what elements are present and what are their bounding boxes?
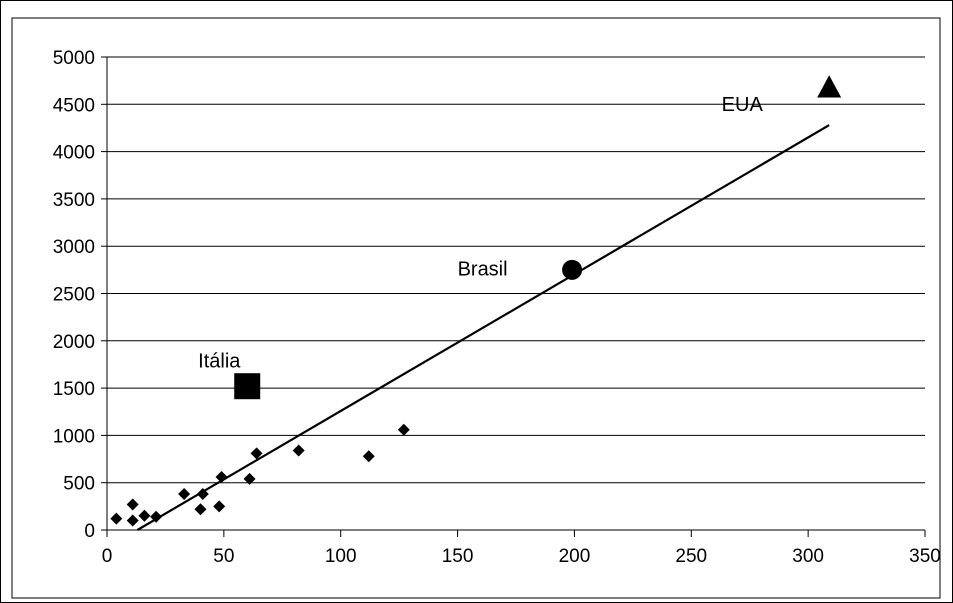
x-tick-label: 200 [559, 546, 591, 567]
x-tick-label: 50 [213, 546, 234, 567]
annotation-label: Itália [198, 350, 241, 372]
data-point-diamond [194, 503, 207, 516]
data-point-diamond [292, 444, 305, 457]
data-point-diamond [150, 510, 163, 523]
trendline [136, 124, 830, 531]
data-points [110, 75, 842, 527]
x-tick-label: 150 [442, 546, 474, 567]
y-tick-label: 0 [84, 521, 95, 542]
data-point-diamond [362, 450, 375, 463]
trendline-group [136, 124, 830, 531]
x-tick-label: 100 [325, 546, 357, 567]
data-point-diamond [243, 472, 256, 485]
y-tick-label: 3000 [53, 237, 95, 258]
y-tick-label: 4000 [53, 143, 95, 164]
data-point-diamond [178, 488, 191, 501]
y-tick-label: 500 [63, 474, 95, 495]
data-point-triangle [817, 75, 842, 98]
data-point-diamond [250, 447, 263, 460]
y-tick-label: 5000 [53, 48, 95, 69]
data-point-circle [562, 259, 583, 280]
y-tick-label: 1000 [53, 426, 95, 447]
x-tick-label: 250 [675, 546, 707, 567]
annotation-label: Brasil [458, 259, 508, 281]
data-point-diamond [126, 498, 139, 511]
chart-inner-border [11, 17, 941, 599]
y-tick-label: 3500 [53, 190, 95, 211]
y-tick-label: 2000 [53, 332, 95, 353]
annotations: Itália Brasil EUA [198, 94, 763, 372]
x-tick-label: 0 [102, 546, 113, 567]
data-point-diamond [196, 488, 209, 501]
data-point-diamond [397, 423, 410, 436]
data-point-diamond [213, 500, 226, 513]
data-point-diamond [110, 512, 123, 525]
y-axis-ticks: 0 500 1000 1500 2000 2500 3000 3500 4000 4500 5000 [53, 48, 107, 542]
grid-lines [107, 56, 925, 484]
data-point-diamond [126, 514, 139, 527]
x-tick-label: 350 [909, 546, 941, 567]
annotation-label: EUA [722, 94, 764, 116]
data-point-diamond [215, 471, 228, 484]
y-tick-label: 2500 [53, 285, 95, 306]
x-axis-ticks: 0 50 100 150 200 250 300 350 [102, 530, 941, 567]
y-tick-label: 4500 [53, 95, 95, 116]
y-tick-label: 1500 [53, 379, 95, 400]
data-point-diamond [138, 509, 151, 522]
x-tick-label: 300 [792, 546, 824, 567]
data-point-square [234, 373, 261, 400]
